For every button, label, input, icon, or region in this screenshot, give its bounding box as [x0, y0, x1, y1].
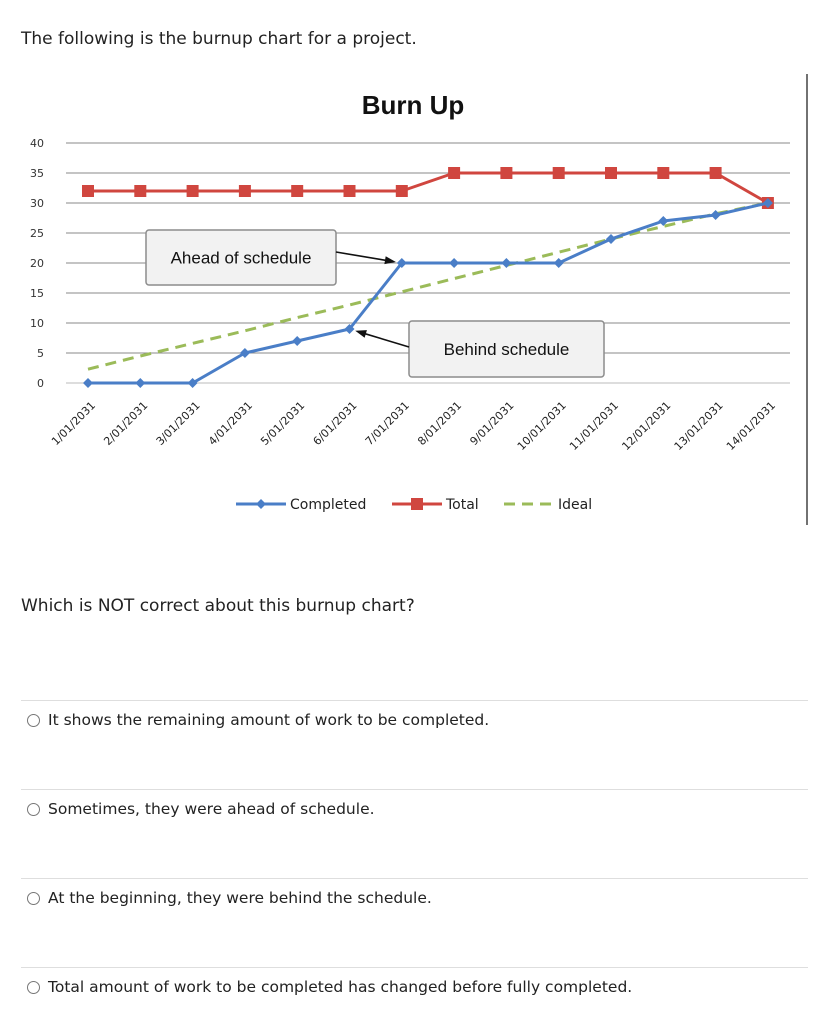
option-2[interactable]: Sometimes, they were ahead of schedule. [27, 800, 375, 818]
legend-marker-total [411, 498, 423, 510]
completed-point-marker [501, 258, 512, 268]
ideal-series-line [87, 201, 769, 371]
annotation-arrow [335, 251, 389, 262]
completed-point-marker [187, 378, 198, 388]
total-point-marker [291, 185, 304, 197]
x-tick-label: 11/01/2031 [567, 399, 621, 453]
total-series-line [88, 171, 769, 205]
legend: Completed Total Ideal [236, 497, 592, 513]
burnup-chart-svg: Burn Up 0 5 10 15 20 25 30 35 40 1/01/2031 2/01/2… [30, 74, 808, 525]
y-tick-label: 25 [30, 227, 44, 240]
option-4[interactable]: Total amount of work to be completed has… [27, 978, 632, 996]
radio-button[interactable] [27, 713, 40, 727]
legend-label-total: Total [445, 497, 479, 513]
burnup-chart: Burn Up 0 5 10 15 20 25 30 35 40 1/01/2031 2/01/2… [20, 72, 810, 527]
x-tick-label: 1/01/2031 [49, 399, 98, 448]
y-tick-label: 20 [30, 257, 44, 270]
x-tick-label: 2/01/2031 [101, 399, 150, 448]
option-label: Total amount of work to be completed has… [48, 978, 633, 996]
intro-text: The following is the burnup chart for a … [21, 29, 417, 49]
radio-button[interactable] [27, 802, 40, 816]
x-tick-label: 6/01/2031 [311, 399, 360, 448]
x-tick-labels: 1/01/2031 2/01/2031 3/01/2031 4/01/2031 5/01… [49, 399, 778, 453]
option-divider [21, 789, 808, 790]
total-point-marker [395, 185, 408, 197]
x-tick-label: 12/01/2031 [619, 399, 673, 453]
total-point-marker [238, 185, 251, 197]
completed-series-line [88, 201, 769, 385]
legend-marker-completed [256, 499, 266, 509]
x-tick-label: 7/01/2031 [363, 399, 412, 448]
option-label: Sometimes, they were ahead of schedule. [48, 800, 375, 818]
annotation-box [145, 229, 337, 286]
y-tick-label: 5 [37, 347, 44, 360]
option-divider [21, 967, 808, 968]
option-1[interactable]: It shows the remaining amount of work to… [27, 711, 489, 729]
total-point-marker [186, 185, 199, 197]
y-tick-label: 15 [30, 287, 44, 300]
annotation-box [408, 320, 605, 378]
legend-label-completed: Completed [290, 497, 366, 513]
completed-point-marker [658, 216, 669, 226]
y-tick-label: 40 [30, 137, 44, 150]
completed-point-marker [292, 336, 303, 346]
option-label: It shows the remaining amount of work to… [48, 711, 490, 729]
completed-point-marker [710, 210, 721, 220]
annotation-label: Ahead of schedule [171, 249, 312, 268]
completed-point-marker [606, 234, 616, 244]
radio-button[interactable] [27, 891, 40, 905]
series-layer [82, 167, 774, 388]
total-point-marker [448, 167, 461, 179]
annotation-arrowhead [355, 330, 367, 338]
annotation-arrow [362, 332, 410, 348]
x-tick-label: 4/01/2031 [206, 399, 255, 448]
legend-label-ideal: Ideal [558, 497, 592, 513]
option-divider [21, 700, 808, 701]
y-tick-labels: 0 5 10 15 20 25 30 35 40 [30, 137, 44, 390]
total-point-marker [82, 185, 94, 197]
x-tick-label: 13/01/2031 [672, 399, 726, 453]
completed-point-marker [344, 324, 355, 334]
y-tick-label: 35 [30, 167, 44, 180]
completed-point-marker [553, 258, 564, 268]
annotation-arrowhead [384, 256, 396, 265]
option-label: At the beginning, they were behind the s… [48, 889, 432, 907]
y-tick-label: 30 [30, 197, 44, 210]
annotation-label: Behind schedule [444, 340, 570, 359]
completed-point-marker [762, 198, 773, 208]
total-point-marker [343, 185, 356, 197]
total-point-marker [500, 167, 513, 179]
option-3[interactable]: At the beginning, they were behind the s… [27, 889, 432, 907]
total-point-marker [552, 167, 565, 179]
annotation-layer: Ahead of schedule Behind schedule [145, 229, 605, 378]
completed-point-marker [83, 378, 93, 388]
total-point-marker [605, 167, 617, 179]
x-tick-label: 8/01/2031 [415, 399, 464, 448]
total-point-marker [709, 167, 722, 179]
total-point-marker [134, 185, 147, 197]
y-tick-label: 0 [37, 377, 44, 390]
x-tick-label: 14/01/2031 [724, 399, 778, 453]
x-tick-label: 9/01/2031 [467, 399, 516, 448]
x-tick-label: 10/01/2031 [515, 399, 569, 453]
completed-point-marker [239, 348, 250, 358]
option-divider [21, 878, 808, 879]
completed-point-marker [449, 258, 460, 268]
chart-title: Burn Up [362, 90, 465, 120]
y-tick-label: 10 [30, 317, 44, 330]
completed-point-marker [396, 258, 407, 268]
total-point-marker [657, 167, 670, 179]
x-tick-label: 3/01/2031 [154, 399, 203, 448]
x-tick-label: 5/01/2031 [258, 399, 307, 448]
radio-button[interactable] [27, 980, 40, 994]
completed-point-marker [135, 378, 146, 388]
question-text: Which is NOT correct about this burnup c… [21, 596, 415, 616]
